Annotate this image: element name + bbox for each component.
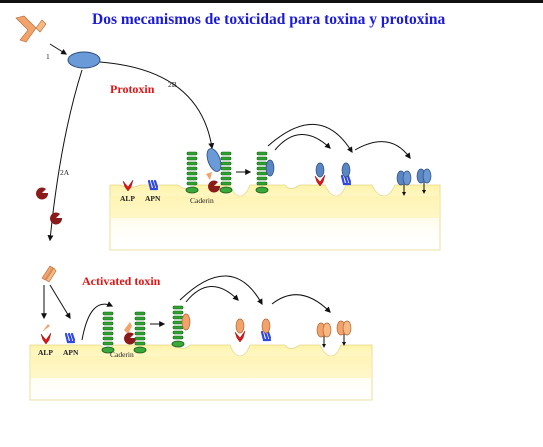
toxin-apn-top bbox=[340, 162, 352, 186]
protoxin-crystal-icon bbox=[15, 15, 47, 43]
toxin-on-alp bbox=[42, 324, 50, 332]
membrane-top-fill bbox=[110, 196, 440, 218]
protoxin-label: Protoxin bbox=[110, 82, 155, 96]
toxin-alp-bottom bbox=[234, 318, 246, 343]
arrow-act-2 bbox=[49, 284, 71, 320]
activated-toxin-label: Activated toxin bbox=[82, 274, 161, 288]
apn-label-bottom: APN bbox=[63, 348, 79, 357]
toxin-on-caderin-bottom bbox=[181, 313, 191, 331]
arrow-crystal-to-protoxin bbox=[49, 43, 68, 55]
protoxin-fragment bbox=[206, 172, 212, 180]
protease-icon-3 bbox=[208, 180, 221, 193]
caderin-label-bottom: Caderin bbox=[110, 350, 134, 359]
arrow-curve-top-3 bbox=[354, 141, 411, 159]
top-border bbox=[0, 0, 543, 3]
alp-label-bottom: ALP bbox=[38, 348, 53, 357]
protease-icon-1 bbox=[36, 187, 49, 200]
pore-orange-2 bbox=[336, 320, 352, 347]
arrow-curve-bottom-3 bbox=[271, 294, 331, 313]
protease-icon-2 bbox=[50, 212, 63, 225]
caderin-label-top: Caderin bbox=[190, 196, 214, 205]
caderin-helix-bottom-3 bbox=[171, 305, 185, 348]
arrow-curve-bottom-1 bbox=[185, 286, 239, 303]
arrow-curve-bottom-2 bbox=[179, 275, 263, 306]
toxin-fragment-bottom bbox=[124, 322, 132, 334]
arrow-to-caderin bbox=[81, 301, 114, 341]
protoxin-ellipse bbox=[67, 51, 101, 69]
membrane-bottom-fill bbox=[30, 356, 372, 378]
toxin-alp-top bbox=[314, 162, 326, 187]
pore-orange-1 bbox=[316, 322, 332, 349]
diagram-title: Dos mecanismos de toxicidad para toxina … bbox=[92, 11, 446, 28]
activated-toxin-icon bbox=[41, 265, 57, 283]
protoxin-bound bbox=[206, 148, 222, 172]
step-1-label: 1 bbox=[46, 52, 50, 61]
apn-label-top: APN bbox=[145, 194, 161, 203]
protease-icon-4 bbox=[124, 332, 137, 345]
toxin-on-caderin bbox=[265, 159, 275, 177]
step-2a-label: 2A bbox=[60, 168, 70, 177]
alp-label-top: ALP bbox=[120, 194, 135, 203]
arrow-curve-top-1 bbox=[274, 134, 331, 151]
arrow-curve-top-2 bbox=[267, 123, 353, 154]
step-2b-label: 2B bbox=[168, 80, 177, 89]
toxin-apn-bottom bbox=[260, 318, 272, 342]
alp-receptor-bottom bbox=[40, 332, 52, 345]
arrow-2b bbox=[99, 61, 215, 150]
apn-receptor-bottom bbox=[64, 332, 76, 344]
